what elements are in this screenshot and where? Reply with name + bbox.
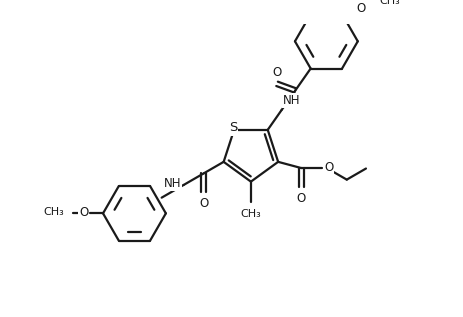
Text: NH: NH — [283, 94, 301, 107]
Text: O: O — [199, 197, 208, 210]
Text: O: O — [79, 206, 88, 219]
Text: O: O — [297, 192, 306, 205]
Text: O: O — [272, 66, 282, 79]
Text: O: O — [357, 2, 366, 15]
Text: S: S — [229, 121, 238, 134]
Text: CH₃: CH₃ — [379, 0, 400, 6]
Text: CH₃: CH₃ — [44, 207, 64, 217]
Text: NH: NH — [163, 177, 181, 190]
Text: O: O — [324, 161, 333, 174]
Text: CH₃: CH₃ — [240, 209, 261, 219]
